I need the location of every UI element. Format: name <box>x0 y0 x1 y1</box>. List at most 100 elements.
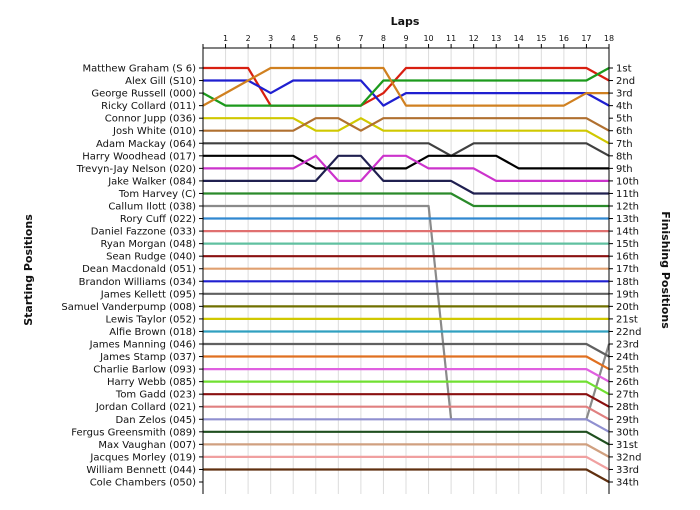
top-axis-label: Laps <box>391 15 420 28</box>
finishing-position-label: 8th <box>616 151 633 162</box>
lap-tick-label: 8 <box>381 34 386 43</box>
finishing-position-label: 19th <box>616 289 639 300</box>
starting-position-label: Dan Zelos (045) <box>115 415 196 426</box>
finishing-position-label: 17th <box>616 264 639 275</box>
finishing-position-label: 3rd <box>616 89 633 100</box>
finishing-position-label: 29th <box>616 415 639 426</box>
series-line <box>203 405 610 421</box>
finishing-position-label: 34th <box>616 478 639 489</box>
lap-tick-label: 17 <box>581 34 591 43</box>
lap-tick-label: 1 <box>223 34 228 43</box>
starting-position-label: Brandon Williams (034) <box>79 277 196 288</box>
finishing-position-label: 24th <box>616 352 639 363</box>
series-line <box>203 355 610 371</box>
finishing-labels: 1st2nd3rd4th5th6th7th8th9th10th11th12th1… <box>616 64 641 489</box>
finishing-position-label: 5th <box>616 114 633 125</box>
lap-tick-label: 10 <box>423 34 433 43</box>
lap-tick-label: 6 <box>336 34 341 43</box>
lap-tick-label: 18 <box>604 34 614 43</box>
starting-position-label: Adam Mackay (064) <box>96 139 196 150</box>
starting-position-label: James Kellett (095) <box>100 289 196 300</box>
series-line <box>202 66 609 107</box>
lap-tick-label: 11 <box>446 34 456 43</box>
finishing-position-label: 28th <box>616 402 639 413</box>
starting-position-label: Sean Rudge (040) <box>106 252 196 263</box>
series-line <box>203 117 610 145</box>
starting-position-label: Harry Woodhead (017) <box>82 151 196 162</box>
starting-position-label: Matthew Graham (S 6) <box>82 64 196 75</box>
series-line <box>203 154 609 170</box>
starting-position-label: James Manning (046) <box>89 340 196 351</box>
left-axis-label: Starting Positions <box>22 214 35 326</box>
starting-position-label: Jacques Morley (019) <box>89 452 196 463</box>
finishing-position-label: 23rd <box>616 340 639 351</box>
lap-tick-label: 16 <box>559 34 569 43</box>
starting-position-label: Daniel Fazzone (033) <box>91 227 196 238</box>
series-line <box>203 192 609 208</box>
series-line <box>203 418 610 433</box>
lap-tick-label: 7 <box>358 34 363 43</box>
finishing-position-label: 10th <box>616 176 639 187</box>
starting-position-label: Dean Macdonald (051) <box>82 264 196 275</box>
starting-position-label: James Stamp (037) <box>99 352 196 363</box>
starting-position-label: Alfie Brown (018) <box>109 327 196 338</box>
series-lines <box>202 66 611 483</box>
finishing-position-label: 25th <box>616 365 639 376</box>
lap-tick-labels: 1 2 3 4 5 6 7 8 9 10 11 12 13 14 15 16 17 18 <box>223 34 614 43</box>
finishing-position-label: 6th <box>616 126 633 137</box>
right-axis-label: Finishing Positions <box>659 211 672 329</box>
finishing-position-label: 21st <box>616 314 638 325</box>
starting-position-label: Connor Jupp (036) <box>105 114 196 125</box>
finishing-position-label: 26th <box>616 377 639 388</box>
starting-position-label: Lewis Taylor (052) <box>106 314 197 325</box>
starting-position-label: Harry Webb (085) <box>107 377 196 388</box>
starting-position-label: Tom Gadd (023) <box>115 390 196 401</box>
finishing-position-label: 2nd <box>616 76 635 87</box>
finishing-position-label: 22nd <box>616 327 641 338</box>
series-line <box>203 468 610 483</box>
starting-position-label: William Bennett (044) <box>86 465 196 476</box>
finishing-position-label: 32nd <box>616 452 641 463</box>
finishing-position-label: 27th <box>616 390 639 401</box>
series-line <box>203 368 610 383</box>
starting-position-label: Josh White (010) <box>112 126 196 137</box>
series-line <box>203 380 610 396</box>
starting-position-label: Jordan Collard (021) <box>95 402 196 413</box>
series-line <box>203 455 610 471</box>
finishing-position-label: 1st <box>616 64 632 75</box>
lap-tick-label: 14 <box>514 34 524 43</box>
series-line <box>203 443 610 458</box>
starting-position-label: Max Vaughan (007) <box>98 440 196 451</box>
finishing-position-label: 4th <box>616 101 633 112</box>
finishing-position-label: 31st <box>616 440 638 451</box>
series-line <box>202 67 610 107</box>
lap-tick-label: 3 <box>268 34 273 43</box>
starting-position-label: Samuel Vanderpump (008) <box>61 302 196 313</box>
finishing-position-label: 7th <box>616 139 633 150</box>
starting-position-label: Ricky Collard (011) <box>101 101 196 112</box>
starting-position-label: George Russell (000) <box>91 89 196 100</box>
finishing-position-label: 33rd <box>616 465 639 476</box>
finishing-position-label: 20th <box>616 302 639 313</box>
starting-position-label: Cole Chambers (050) <box>90 478 196 489</box>
starting-position-label: Tom Harvey (C) <box>118 189 196 200</box>
grid <box>202 48 610 494</box>
starting-position-label: Jake Walker (084) <box>107 176 196 187</box>
series-line <box>203 79 610 107</box>
finishing-position-label: 16th <box>616 252 639 263</box>
series-line <box>203 117 610 132</box>
finishing-position-label: 30th <box>616 427 639 438</box>
finishing-position-label: 13th <box>616 214 639 225</box>
starting-labels: Matthew Graham (S 6)Alex Gill (S10) Georg… <box>61 64 196 489</box>
series-line <box>203 342 610 358</box>
finishing-position-label: 18th <box>616 277 639 288</box>
series-line <box>203 430 610 446</box>
series-line <box>203 393 610 408</box>
series-line <box>203 154 609 195</box>
lap-tick-label: 9 <box>403 34 408 43</box>
starting-position-label: Callum Ilott (038) <box>108 202 196 213</box>
lap-tick-label: 5 <box>313 34 318 43</box>
starting-position-label: Ryan Morgan (048) <box>100 239 196 250</box>
finishing-position-label: 15th <box>616 239 639 250</box>
